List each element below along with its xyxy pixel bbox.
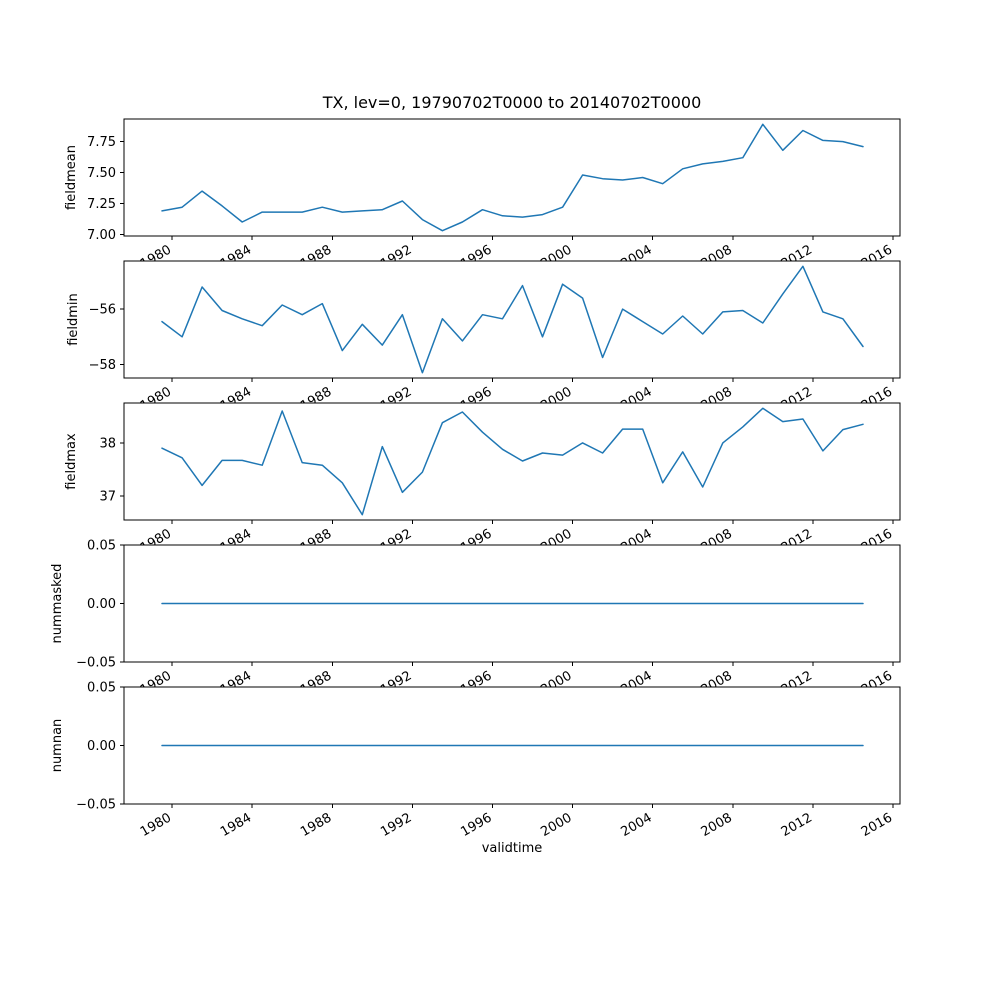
y-tick-label: 0.05 [87,539,116,554]
x-tick-label: 2004 [619,810,655,840]
y-tick-label: 0.00 [87,739,116,754]
y-tick-label: 7.75 [87,135,116,150]
x-tick-label: 2008 [699,810,735,840]
y-tick-label: 7.25 [87,197,116,212]
y-tick-label: −58 [89,358,116,373]
y-axis-label-nummasked: nummasked [50,564,65,644]
subplot-numnan: 0.05 0.00 −0.05 1980 1984 1988 1992 1996 2000 200… [50,681,901,840]
y-axis-label-fieldmean: fieldmean [64,145,79,210]
y-tick-label: 38 [99,436,116,451]
x-tick-label: 1992 [378,810,414,840]
series-line-fieldmean [161,123,864,232]
y-tick-label: 0.00 [87,597,116,612]
x-tick-label: 2000 [538,810,574,840]
axes-frame [123,118,901,237]
x-tick-label: 1996 [458,810,494,840]
y-axis-label-fieldmin: fieldmin [66,293,81,346]
x-axis-label: validtime [481,841,543,856]
y-tick-label: 37 [99,490,116,505]
y-tick-label: 7.00 [87,228,116,243]
x-tick-label: 1984 [218,810,254,840]
plot-background [124,119,900,236]
plot-background [124,403,900,520]
x-tick-label: 1988 [298,810,334,840]
series-line-fieldmin [161,265,864,374]
y-tick-label: 0.05 [87,681,116,696]
y-tick-label: −0.05 [76,656,116,671]
y-tick-label: 7.50 [87,166,116,181]
axes-frame [123,402,901,521]
y-tick-label: −56 [89,303,116,318]
axes-frame [123,260,901,379]
x-tick-label: 2012 [779,810,815,840]
x-tick-label: 1980 [138,810,174,840]
x-tick-label: 2016 [859,810,895,840]
y-axis-label-fieldmax: fieldmax [64,433,79,490]
series-line-fieldmax [161,407,864,516]
y-axis-label-numnan: numnan [50,719,65,773]
plot-background [124,261,900,378]
y-tick-label: −0.05 [76,798,116,813]
figure-title: TX, lev=0, 19790702T0000 to 20140702T000… [322,93,702,112]
